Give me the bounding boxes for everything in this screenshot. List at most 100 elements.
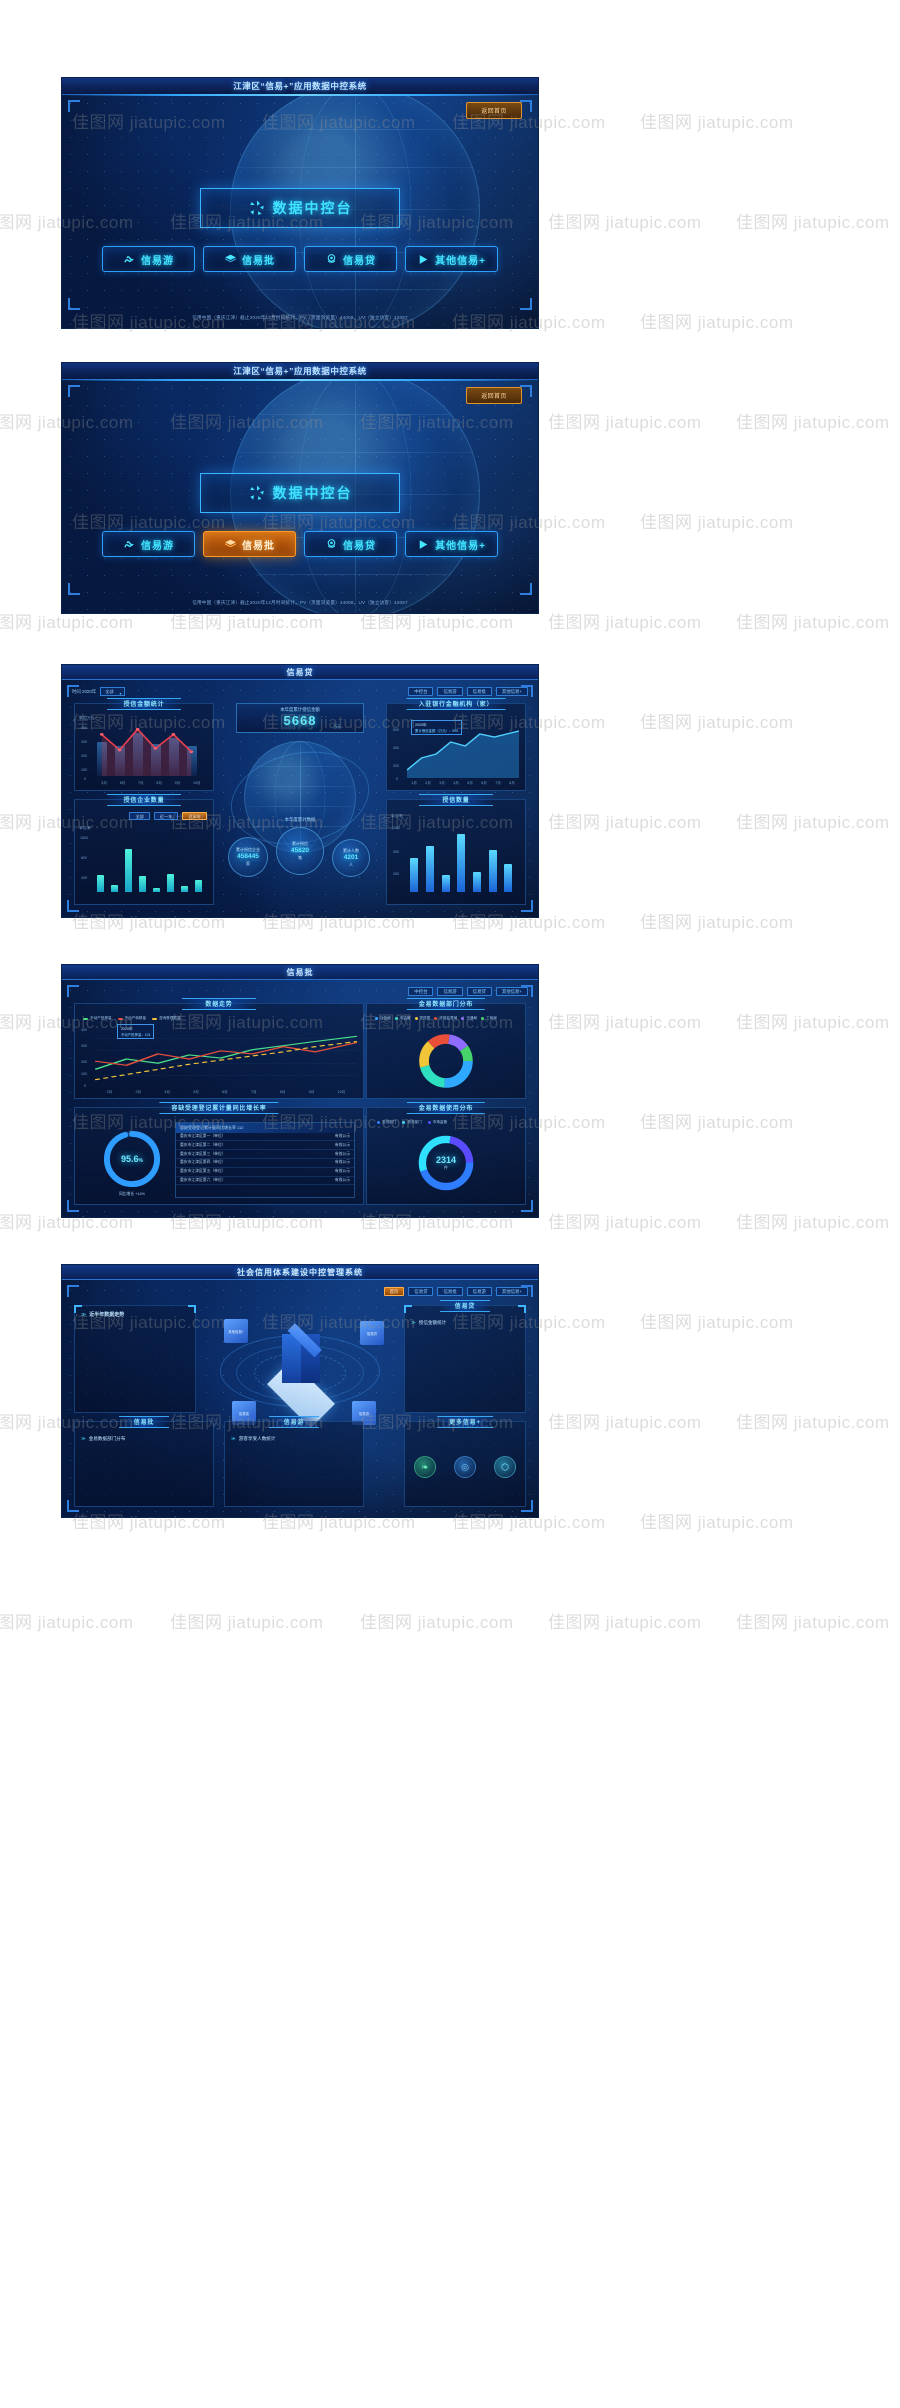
tooltip-line: 累计授信金额（万元）：595 <box>415 728 458 733</box>
chart-plot-area <box>95 724 207 776</box>
card-title-stat-growth: 容缺受理登记累计量同比增长率 <box>159 1102 279 1114</box>
dashboard-tabs: 中控台 信易游 信易批 其他信易+ <box>408 687 528 696</box>
nav-button-approval[interactable]: 信易批 <box>203 246 296 272</box>
watermark: 佳图网 jiatupic.com <box>548 613 702 632</box>
cube-satellite-more[interactable]: 其他信易+ <box>224 1319 248 1343</box>
x-tick: 5月 <box>101 781 107 785</box>
list-item[interactable]: 重庆市江津区第四（单位） 有效公示 <box>176 1159 354 1168</box>
center-value: 5668 <box>283 713 317 728</box>
list-item[interactable]: 重庆市江津区第一（单位） 有效公示 <box>176 1133 354 1142</box>
donut-center-value: 2314 <box>435 1155 457 1165</box>
nav-button-approval[interactable]: 信易批 <box>203 531 296 557</box>
corner-bracket-br <box>520 583 532 595</box>
tab-loan[interactable]: 信易贷 <box>466 987 492 996</box>
tab-more[interactable]: 其他信易+ <box>495 987 528 996</box>
tab-console[interactable]: 中控台 <box>408 987 434 996</box>
legend-item: 工商局 <box>481 1016 497 1021</box>
chevrons-icon: ≫ <box>81 1311 87 1318</box>
shutter-icon <box>249 200 264 215</box>
watermark: 佳图网 jiatupic.com <box>736 213 890 232</box>
bar <box>426 845 434 892</box>
nav-button-more[interactable]: 其他信易+ <box>405 246 498 272</box>
corner-bracket-tl <box>74 1305 82 1313</box>
nav-button-more[interactable]: 其他信易+ <box>405 531 498 557</box>
y-tick-200: 200 <box>81 754 87 758</box>
y-tick-0: 0 <box>396 777 398 781</box>
list-item-name: 重庆市江津区第五（单位） <box>180 1169 226 1174</box>
bar <box>115 745 126 776</box>
bar <box>125 848 132 892</box>
filter-select[interactable]: 全部 ▾ <box>100 687 125 696</box>
y-tick-100: 100 <box>81 1072 87 1076</box>
legend-item: 发改委 <box>414 1016 430 1021</box>
center-console-button[interactable]: 数据中控台 <box>200 473 400 513</box>
watermark: 佳图网 jiatupic.com <box>548 1613 702 1632</box>
watermark: 佳图网 jiatupic.com <box>548 1413 702 1432</box>
gauge-unit: % <box>138 1158 143 1164</box>
list-item-value: 有效公示 <box>334 1169 350 1174</box>
tab-travel[interactable]: 信易游 <box>437 987 463 996</box>
gauge-caption: 同比增长 +14% <box>118 1192 146 1196</box>
card-title-credit-amount: 授信金额统计 <box>107 698 181 710</box>
nav-button-loan[interactable]: 信易贷 <box>304 246 397 272</box>
list-item[interactable]: 重庆市江津区第二（单位） 有效公示 <box>176 1141 354 1151</box>
center-console-button[interactable]: 数据中控台 <box>200 188 400 228</box>
x-tick: 2月 <box>106 1090 113 1094</box>
cube-satellite-loan[interactable]: 信易贷 <box>360 1321 384 1345</box>
list-item[interactable]: 重庆市江津区第六（单位） 有效公示 <box>176 1177 354 1186</box>
x-tick: 4月 <box>453 781 459 785</box>
pill-half-year[interactable]: 近半年 <box>182 812 207 820</box>
filter-time-label: 时间 2020年 <box>72 688 97 694</box>
nav-button-travel[interactable]: 信易游 <box>102 531 195 557</box>
center-total-box: 本年度累计授信金额 5668 万元 <box>236 703 364 733</box>
tab-home[interactable]: 首页 <box>383 1287 405 1296</box>
corner-bracket-bl <box>67 1200 79 1212</box>
tab-travel[interactable]: 信易游 <box>466 1287 492 1296</box>
shield-icon[interactable]: ⬡ <box>494 1456 516 1478</box>
center-console-label: 数据中控台 <box>272 485 353 501</box>
globe-icon[interactable]: ◎ <box>454 1456 476 1478</box>
bar <box>111 885 118 892</box>
legend-item: 不动产抵押量 <box>83 1016 112 1021</box>
legend-label: 税务部门 <box>407 1120 422 1124</box>
x-tick: 7月 <box>138 781 144 785</box>
panel-subheading: ≫ 授信金额统计 <box>411 1320 446 1326</box>
x-tick: 3月 <box>439 781 445 785</box>
list-item[interactable]: 重庆市江津区第三（单位） 有效公示 <box>176 1150 354 1159</box>
tab-approval[interactable]: 信易批 <box>437 1287 463 1296</box>
corner-bracket-tl <box>68 385 80 397</box>
legend-item: 发改部门 <box>377 1120 396 1125</box>
line-chart-trend <box>95 1035 357 1081</box>
return-home-button[interactable]: 返回首页 <box>466 102 522 119</box>
tab-travel[interactable]: 信易游 <box>437 687 463 696</box>
y-tick-400: 400 <box>81 726 87 730</box>
corner-bracket-tr <box>521 985 533 997</box>
cube-label: 信易批 <box>238 1411 250 1416</box>
tab-more[interactable]: 其他信易+ <box>495 687 528 696</box>
x-tick: 4月 <box>164 1090 170 1094</box>
watermark: 佳图网 jiatupic.com <box>548 1013 702 1032</box>
dashboard-title: 信易批 <box>286 968 314 977</box>
tab-console[interactable]: 中控台 <box>408 687 434 696</box>
y-tick-500: 500 <box>393 850 399 854</box>
tab-more[interactable]: 其他信易+ <box>495 1287 528 1296</box>
nav-button-travel[interactable]: 信易游 <box>102 246 195 272</box>
list-item[interactable]: 重庆市江津区第五（单位） 有效公示 <box>176 1168 354 1177</box>
return-home-label: 返回首页 <box>481 394 507 400</box>
legend-label: 不动产转移量 <box>124 1016 147 1020</box>
chart-tooltip: 2020年 不动产抵押量：124 <box>117 1024 155 1039</box>
pill-all[interactable]: 全部 <box>129 812 150 820</box>
nav-button-loan[interactable]: 信易贷 <box>304 531 397 557</box>
leaf-icon[interactable]: ❧ <box>414 1456 436 1478</box>
tab-loan[interactable]: 信易贷 <box>408 1287 434 1296</box>
card-usage: 金易数据使用分布 发改部门 税务部门 市场监管 2314 件 <box>366 1102 526 1205</box>
pill-one-year[interactable]: 近一年 <box>153 812 179 820</box>
y-tick-200: 200 <box>81 1060 87 1064</box>
legend-label: 社会组 <box>380 1016 391 1020</box>
watermark: 佳图网 jiatupic.com <box>736 813 890 832</box>
layers-icon <box>225 539 236 547</box>
return-home-button[interactable]: 返回首页 <box>466 387 522 404</box>
tab-approval[interactable]: 信易批 <box>466 687 492 696</box>
donut-chart-industry <box>419 1034 473 1088</box>
wave-icon <box>124 255 134 262</box>
